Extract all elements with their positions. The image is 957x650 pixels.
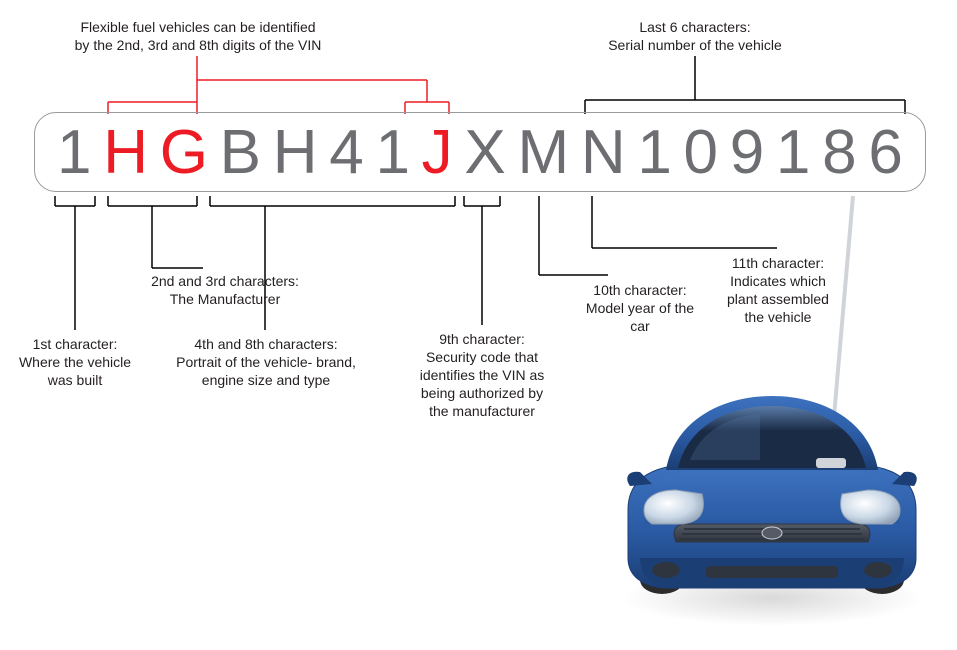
callout-serial-line1: Last 6 characters:	[570, 18, 820, 36]
vin-char-14: 9	[730, 117, 764, 188]
vin-char-12: 1	[637, 117, 671, 188]
callout-c11-line2: Indicates which plant assembled the vehi…	[718, 272, 838, 326]
vin-box: 1 H G B H 4 1 J X M N 1 0 9 1 8 6	[34, 112, 926, 192]
callout-manufacturer: 2nd and 3rd characters: The Manufacturer	[130, 272, 320, 308]
callout-manufacturer-line1: 2nd and 3rd characters:	[130, 272, 320, 290]
callout-c9-line1: 9th character:	[412, 330, 552, 348]
vin-char-2: H	[103, 117, 148, 188]
vin-char-5: H	[273, 117, 318, 188]
vin-char-8: J	[422, 117, 453, 188]
callout-c10-line1: 10th character:	[580, 281, 700, 299]
vin-char-11: N	[581, 117, 626, 188]
vin-char-6: 4	[329, 117, 363, 188]
callout-serial-line2: Serial number of the vehicle	[570, 36, 820, 54]
callout-ffv-line1: Flexible fuel vehicles can be identified	[40, 18, 356, 36]
vin-char-17: 6	[868, 117, 902, 188]
callout-c4-8-line2: Portrait of the vehicle- brand, engine s…	[176, 353, 356, 389]
callout-ffv-line2: by the 2nd, 3rd and 8th digits of the VI…	[40, 36, 356, 54]
vin-char-7: 1	[375, 117, 409, 188]
callout-serial: Last 6 characters: Serial number of the …	[570, 18, 820, 54]
callout-c1-line2: Where the vehicle was built	[10, 353, 140, 389]
callout-manufacturer-line2: The Manufacturer	[130, 290, 320, 308]
callout-c1-line1: 1st character:	[10, 335, 140, 353]
callout-c9: 9th character: Security code that identi…	[412, 330, 552, 420]
vin-char-10: M	[517, 117, 569, 188]
callout-c4-8-line1: 4th and 8th characters:	[176, 335, 356, 353]
vin-char-4: B	[220, 117, 261, 188]
vin-char-15: 1	[776, 117, 810, 188]
callout-c11-line1: 11th character:	[718, 254, 838, 272]
callout-ffv: Flexible fuel vehicles can be identified…	[40, 18, 356, 54]
car-illustration	[610, 360, 934, 640]
vin-char-9: X	[464, 117, 505, 188]
callout-c11: 11th character: Indicates which plant as…	[718, 254, 838, 326]
vin-char-16: 8	[822, 117, 856, 188]
vin-char-3: G	[160, 117, 208, 188]
callout-c4-8: 4th and 8th characters: Portrait of the …	[176, 335, 356, 389]
callout-c10-line2: Model year of the car	[580, 299, 700, 335]
callout-c10: 10th character: Model year of the car	[580, 281, 700, 335]
vin-infographic: Flexible fuel vehicles can be identified…	[0, 0, 957, 650]
callout-c1: 1st character: Where the vehicle was bui…	[10, 335, 140, 389]
vin-char-1: 1	[57, 117, 91, 188]
callout-c9-line2: Security code that identifies the VIN as…	[412, 348, 552, 420]
vin-char-13: 0	[684, 117, 718, 188]
